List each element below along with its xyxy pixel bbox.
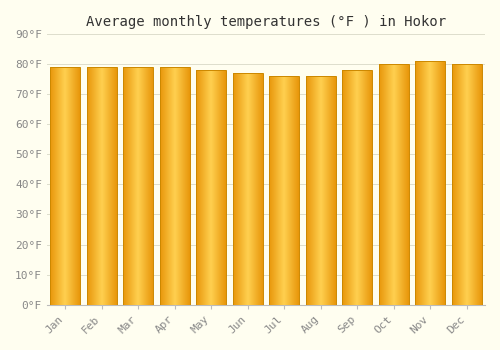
Bar	[232, 74, 262, 304]
Bar	[123, 67, 153, 304]
Bar	[416, 61, 445, 304]
Bar	[452, 64, 482, 304]
Bar	[86, 67, 117, 304]
Bar	[379, 64, 408, 304]
Bar	[306, 76, 336, 304]
Bar	[196, 70, 226, 304]
Bar	[50, 67, 80, 304]
Bar	[342, 70, 372, 304]
Bar	[160, 67, 190, 304]
Title: Average monthly temperatures (°F ) in Hokor: Average monthly temperatures (°F ) in Ho…	[86, 15, 446, 29]
Bar	[269, 76, 299, 304]
